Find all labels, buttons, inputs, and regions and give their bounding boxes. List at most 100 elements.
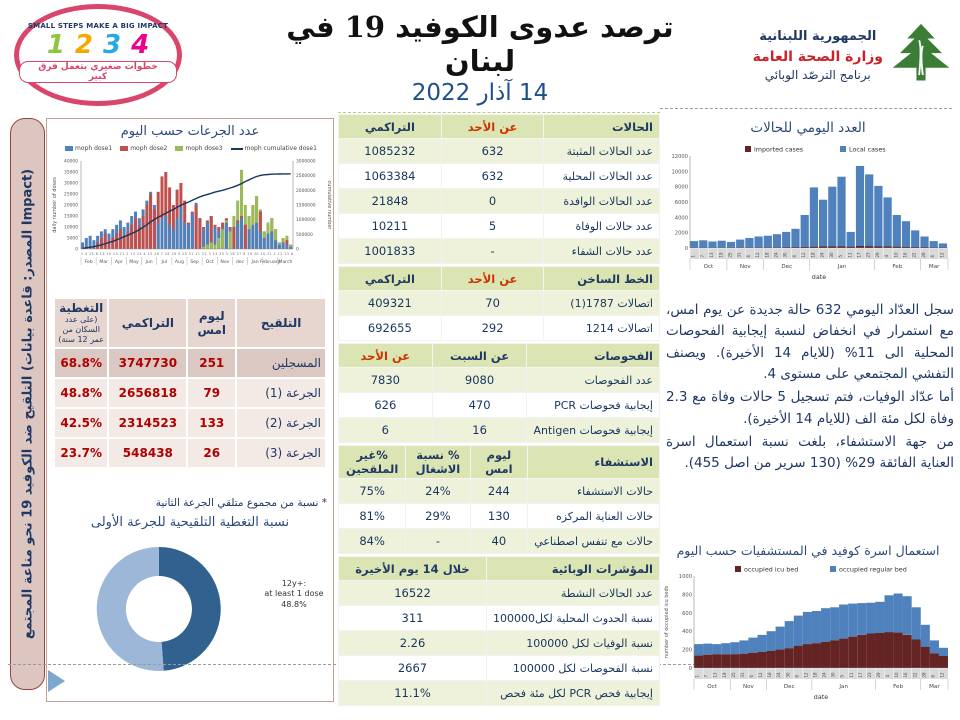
svg-text:5: 5 — [838, 255, 843, 258]
svg-text:Jun: Jun — [145, 259, 153, 265]
section-header-row: الاستشفاء ليوم امس% نسبة الاشغال %غير المل… — [337, 445, 660, 479]
moph-line3: برنامج الترصّد الوبائي — [764, 67, 871, 82]
svg-text:daily number of doses: daily number of doses — [52, 177, 58, 233]
table-row: الجرعة (1) 79 2656818 48.8% — [52, 377, 327, 409]
svg-text:March: March — [278, 259, 292, 265]
svg-text:Mar: Mar — [929, 684, 940, 690]
svg-text:Mar: Mar — [929, 264, 940, 270]
section-header-row: الفحوصات عن السبت عن الأحد — [338, 343, 660, 368]
middle-top-dashed-line — [338, 112, 660, 113]
svg-text:Mar: Mar — [99, 259, 108, 265]
svg-text:6: 6 — [746, 255, 751, 258]
svg-text:18: 18 — [813, 672, 818, 678]
impact-number-2: 2 — [74, 30, 93, 60]
surveillance-table-section: الحالات عن الأحد التراكمي عدد الحالات المثب… — [338, 114, 660, 264]
svg-text:600: 600 — [682, 611, 692, 617]
table-row: اتصالات 1214 292 692655 — [338, 315, 660, 341]
vaccination-panel: عدد الجرعات حسب اليوم moph dose1 moph dos… — [46, 118, 334, 702]
svg-text:500000: 500000 — [296, 232, 313, 238]
svg-text:2000000: 2000000 — [296, 188, 316, 194]
table-row: حالات العناية المركزه 130 29% 81% — [337, 503, 660, 529]
svg-text:5000: 5000 — [67, 236, 78, 242]
narrative-paragraph-3: من جهة الاستشفاء، بلغت نسبة استعمال اسرة… — [666, 433, 954, 472]
svg-text:30: 30 — [785, 672, 790, 678]
impact-number-4: 4 — [131, 30, 150, 60]
svg-text:3000000: 3000000 — [296, 159, 316, 165]
svg-text:30: 30 — [831, 672, 836, 678]
svg-text:18: 18 — [810, 252, 815, 258]
moph-logo: الجمهورية اللبنانية وزارة الصحة العامة ب… — [735, 8, 953, 104]
svg-text:Jan: Jan — [251, 259, 259, 265]
svg-text:6: 6 — [792, 255, 797, 258]
doses-chart-title: عدد الجرعات حسب اليوم — [120, 124, 260, 139]
donut-chart — [67, 531, 317, 695]
svg-text:19: 19 — [718, 252, 723, 258]
table-header-row: التلقيح ليوم امس التراكمي التغطية (على عدد ا… — [52, 297, 327, 349]
svg-text:May: May — [129, 259, 139, 265]
svg-text:12: 12 — [758, 672, 763, 678]
table-row: حالات الاستشفاء 244 24% 75% — [337, 478, 660, 504]
svg-text:7: 7 — [704, 675, 709, 678]
surveillance-table-section: الخط الساخن عن الأحد التراكمي اتصالات 1787(… — [338, 266, 660, 341]
svg-text:16: 16 — [903, 252, 908, 258]
surveillance-tables: الحالات عن الأحد التراكمي عدد الحالات المثب… — [337, 112, 661, 706]
svg-text:Dec: Dec — [784, 684, 795, 690]
svg-text:24: 24 — [822, 672, 827, 678]
svg-text:1: 1 — [695, 675, 700, 678]
svg-text:6: 6 — [930, 675, 935, 678]
svg-text:200: 200 — [682, 648, 692, 654]
svg-text:Aug: Aug — [175, 259, 184, 265]
narrative-paragraph-2: أما عدّاد الوفيات، فتم تسجيل 5 حالات وفا… — [666, 389, 954, 427]
svg-text:5: 5 — [840, 675, 845, 678]
svg-text:800: 800 — [682, 592, 692, 598]
svg-text:12: 12 — [940, 672, 945, 678]
svg-text:1 4 25 8 19 30 10 21 2 13 24 4: 1 4 25 8 19 30 10 21 2 13 24 4 15 26 7 1… — [81, 252, 293, 256]
legend-item: moph dose3 — [175, 145, 223, 152]
surveillance-table-section: المؤشرات الوبائية خلال 14 يوم الأخيرة عدد … — [338, 556, 661, 706]
vaccination-table: التلقيح ليوم امس التراكمي التغطية (على عدد ا… — [52, 297, 327, 469]
svg-text:35000: 35000 — [64, 170, 78, 176]
svg-text:15000: 15000 — [64, 214, 78, 220]
report-title-block: ترصد عدوى الكوفيد 19 في لبنان 14 آذار 20… — [250, 10, 710, 106]
svg-text:22: 22 — [912, 672, 917, 678]
svg-text:Nov: Nov — [743, 684, 755, 690]
occupied-beds-chart: occupied icu bed occupied regular bed 0 200… — [660, 562, 956, 718]
table-row: اتصالات 1787(1) 70 409321 — [338, 290, 660, 316]
section-header-row: الحالات عن الأحد التراكمي — [338, 114, 660, 139]
svg-text:4000: 4000 — [675, 215, 688, 221]
vaccination-section-sidebar: التلقيح ضد الكوفيد 19 نحو مناعة المجتمع … — [10, 118, 45, 690]
svg-text:Feb: Feb — [85, 259, 93, 265]
table-row: إيجابية فحوصات Antigen 16 6 — [338, 417, 660, 443]
svg-text:29: 29 — [875, 252, 880, 258]
narrative-text: سجل العدّاد اليومي 632 حالة جديدة عن يوم… — [666, 300, 954, 477]
svg-text:24: 24 — [820, 252, 825, 258]
page-title: ترصد عدوى الكوفيد 19 في لبنان — [286, 10, 674, 78]
svg-text:30: 30 — [783, 252, 788, 258]
svg-text:6000: 6000 — [675, 200, 688, 206]
svg-text:1000000: 1000000 — [296, 217, 316, 223]
svg-text:13: 13 — [713, 672, 718, 678]
svg-text:Dec: Dec — [781, 264, 792, 270]
surveillance-table-section: الفحوصات عن السبت عن الأحد عدد الفحوصات 9080… — [338, 343, 660, 443]
svg-text:11: 11 — [847, 252, 852, 258]
donut-data-label: 12y+: at least 1 dose 48.8% — [264, 579, 324, 609]
svg-text:25000: 25000 — [64, 192, 78, 198]
svg-text:12000: 12000 — [671, 154, 688, 160]
svg-text:18: 18 — [764, 252, 769, 258]
svg-text:0: 0 — [75, 247, 78, 253]
section-header-row: المؤشرات الوبائية خلال 14 يوم الأخيرة — [338, 556, 661, 581]
daily-cases-chart-title: العدد اليومي للحالات — [750, 120, 866, 136]
svg-text:0: 0 — [689, 666, 692, 672]
table-row: إيجابية فحص PCR لكل مئة فحص 11.1% — [338, 680, 661, 706]
svg-text:Jan: Jan — [838, 684, 848, 690]
svg-text:16: 16 — [903, 672, 908, 678]
table-row: عدد حالات الشفاء -1001833 — [338, 238, 660, 264]
first-dose-coverage-donut: 12y+: at least 1 dose 48.8% — [67, 531, 324, 695]
svg-text:Oct: Oct — [707, 684, 717, 690]
legend-item: moph dose1 — [65, 145, 112, 152]
svg-text:25: 25 — [731, 672, 736, 678]
svg-text:Oct: Oct — [206, 259, 214, 265]
svg-text:25: 25 — [728, 252, 733, 258]
svg-text:10: 10 — [894, 672, 899, 678]
